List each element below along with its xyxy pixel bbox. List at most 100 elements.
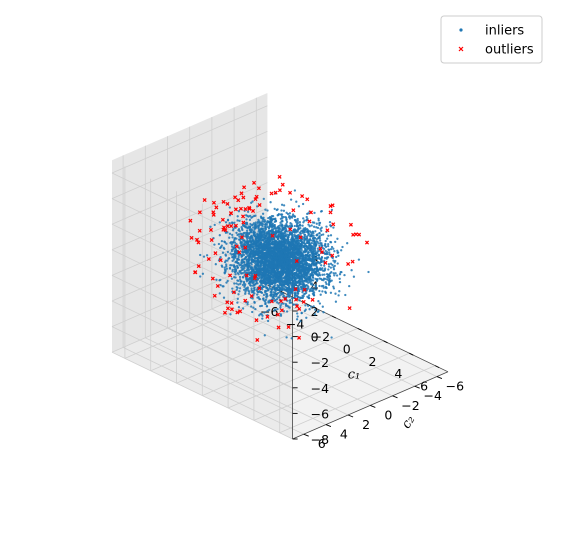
inlier-point bbox=[242, 253, 246, 257]
inlier-point bbox=[248, 253, 251, 257]
tick-mark bbox=[414, 385, 420, 389]
inlier-point bbox=[310, 224, 313, 227]
inlier-point bbox=[262, 238, 265, 242]
inlier-point bbox=[307, 296, 310, 300]
inlier-point bbox=[275, 298, 279, 301]
inlier-point bbox=[247, 249, 250, 252]
inlier-point bbox=[334, 292, 337, 295]
inlier-point bbox=[271, 231, 275, 235]
inlier-point bbox=[328, 220, 332, 224]
inlier-point bbox=[308, 257, 311, 260]
inlier-point bbox=[217, 242, 221, 246]
inlier-point bbox=[258, 237, 261, 241]
inlier-point bbox=[281, 251, 284, 254]
inlier-point bbox=[277, 285, 280, 288]
inlier-point bbox=[274, 220, 278, 223]
inlier-point bbox=[297, 257, 300, 260]
inlier-point bbox=[280, 302, 283, 305]
inlier-point bbox=[256, 277, 259, 281]
inlier-point bbox=[273, 308, 277, 311]
inlier-point bbox=[317, 242, 320, 245]
inlier-point bbox=[310, 244, 313, 248]
inlier-point bbox=[306, 247, 309, 250]
inlier-point bbox=[265, 295, 268, 298]
inlier-point bbox=[302, 217, 305, 220]
inlier-point bbox=[295, 318, 299, 321]
grid-line bbox=[145, 337, 327, 425]
inlier-point bbox=[213, 243, 216, 246]
inlier-point bbox=[295, 245, 298, 249]
outlier-stroke bbox=[233, 223, 238, 228]
inlier-point bbox=[311, 221, 314, 224]
inlier-point bbox=[337, 294, 340, 297]
inlier-point bbox=[286, 230, 289, 233]
inlier-point bbox=[254, 227, 257, 230]
inlier-point bbox=[265, 260, 268, 264]
grid-line bbox=[111, 275, 293, 363]
inlier-point bbox=[320, 244, 324, 248]
outlier-stroke bbox=[211, 210, 216, 215]
inlier-point bbox=[259, 273, 262, 276]
inlier-point bbox=[316, 279, 319, 282]
inlier-point bbox=[323, 273, 326, 276]
inlier-point bbox=[243, 288, 246, 292]
inlier-point bbox=[280, 288, 283, 291]
inlier-point bbox=[298, 255, 301, 258]
inlier-point bbox=[250, 201, 253, 204]
inlier-point bbox=[278, 296, 281, 299]
inlier-point bbox=[228, 221, 231, 225]
outlier-stroke bbox=[319, 250, 324, 255]
inlier-point bbox=[268, 247, 272, 250]
inlier-point bbox=[250, 228, 254, 232]
outlier-point bbox=[231, 290, 236, 295]
inlier-point bbox=[245, 221, 248, 224]
inlier-point bbox=[332, 268, 336, 271]
inlier-point bbox=[330, 271, 333, 274]
inlier-point bbox=[285, 271, 289, 274]
outlier-point bbox=[288, 227, 293, 232]
inlier-point bbox=[242, 258, 246, 261]
outlier-stroke bbox=[253, 197, 258, 202]
outlier-stroke bbox=[288, 227, 293, 232]
outlier-point bbox=[239, 191, 244, 196]
inlier-point bbox=[333, 261, 336, 264]
inlier-point bbox=[259, 279, 262, 283]
y-tick-label: 0 bbox=[384, 407, 392, 422]
inlier-point bbox=[256, 291, 260, 294]
inlier-point bbox=[238, 275, 242, 279]
inlier-point bbox=[240, 266, 243, 269]
inlier-point bbox=[318, 232, 321, 235]
outlier-point bbox=[213, 251, 218, 256]
inlier-point bbox=[292, 228, 296, 231]
y-tick-label: 6 bbox=[318, 436, 326, 451]
grid-line bbox=[111, 300, 293, 389]
outlier-stroke bbox=[253, 273, 258, 278]
inlier-point bbox=[266, 252, 269, 255]
inlier-point bbox=[284, 232, 287, 235]
outlier-stroke bbox=[228, 211, 234, 216]
inlier-point bbox=[255, 240, 258, 244]
inlier-point bbox=[279, 292, 283, 295]
inlier-point bbox=[323, 264, 326, 267]
outlier-point bbox=[237, 250, 242, 255]
legend-outliers-label: outliers bbox=[485, 43, 534, 58]
inlier-point bbox=[305, 248, 308, 252]
inlier-point bbox=[276, 307, 279, 311]
inlier-point bbox=[310, 257, 313, 260]
inlier-point bbox=[300, 244, 303, 248]
inlier-point bbox=[279, 279, 283, 283]
inlier-point bbox=[297, 224, 301, 227]
inlier-point bbox=[317, 310, 320, 313]
inlier-point bbox=[244, 214, 248, 217]
outlier-stroke bbox=[323, 260, 328, 265]
inlier-point bbox=[320, 258, 323, 262]
inlier-point bbox=[265, 293, 268, 296]
inlier-point bbox=[278, 258, 281, 261]
outlier-point bbox=[225, 300, 230, 305]
x-axis-label: c₁ bbox=[348, 367, 361, 382]
inlier-point bbox=[232, 227, 235, 231]
inlier-point bbox=[329, 247, 333, 251]
inlier-point bbox=[276, 273, 279, 276]
inlier-point bbox=[274, 272, 277, 275]
inlier-point bbox=[229, 241, 232, 245]
